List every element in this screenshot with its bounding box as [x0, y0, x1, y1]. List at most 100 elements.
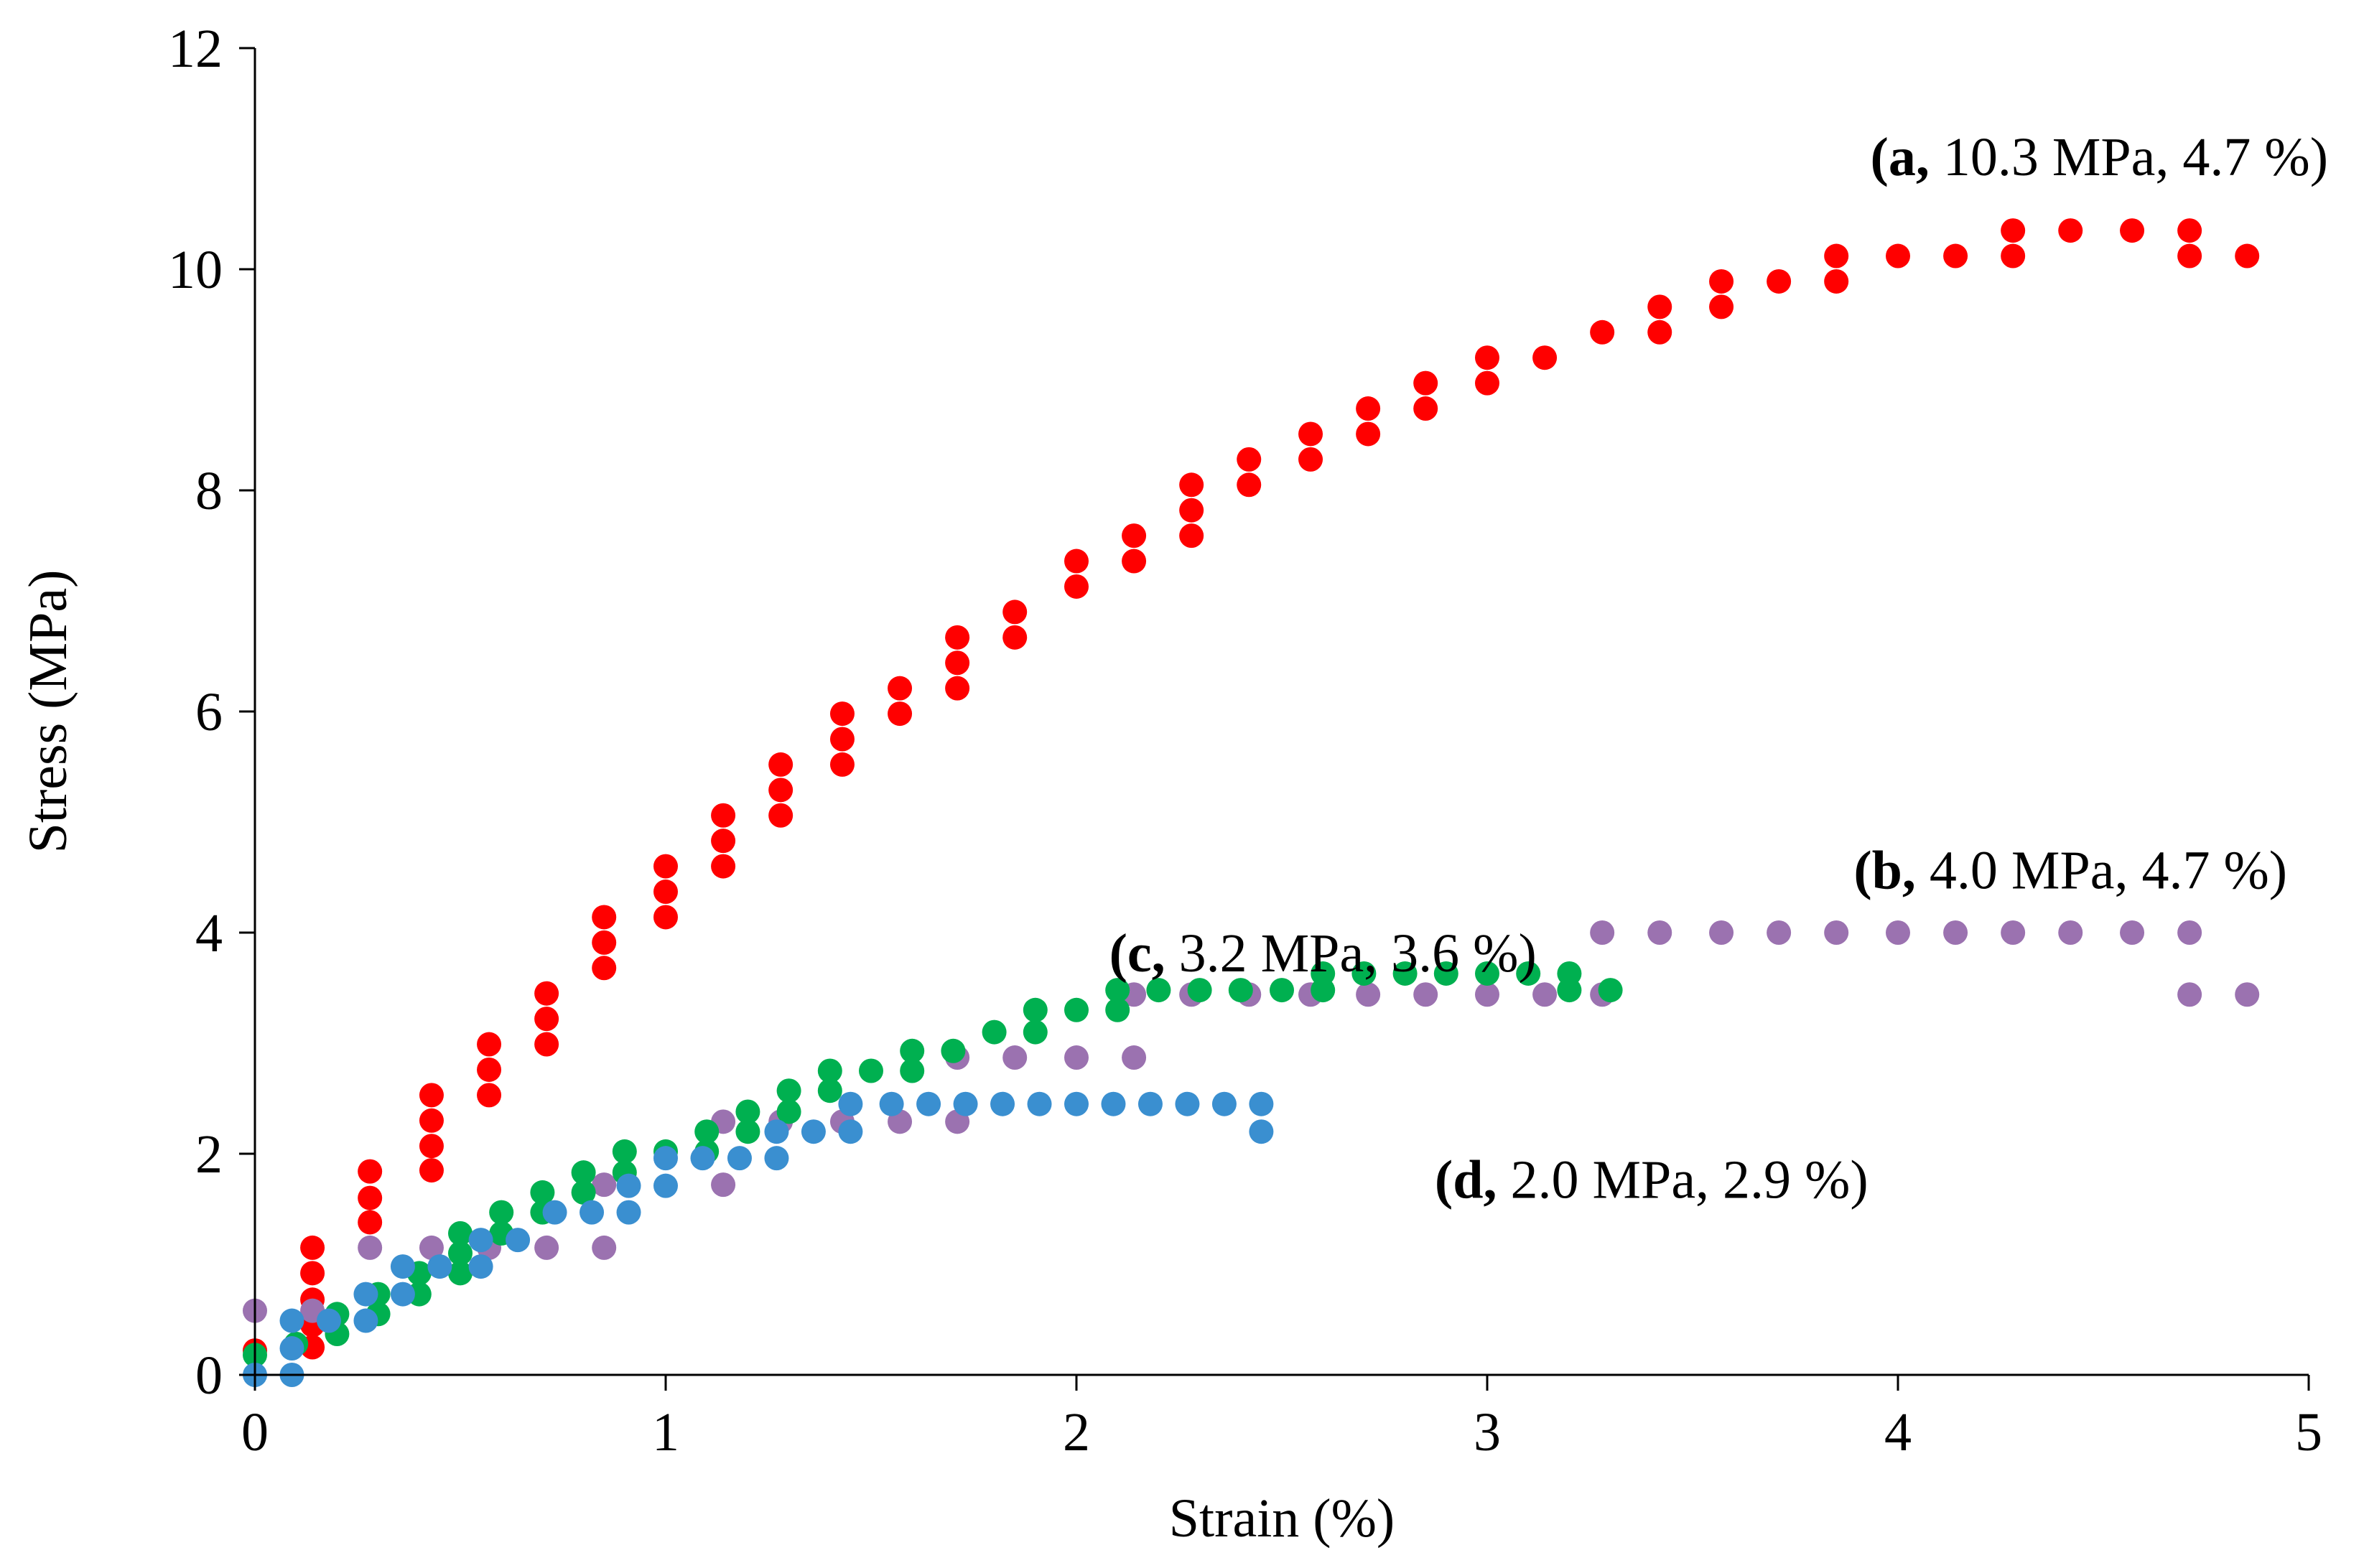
y-axis-title: Stress (MPa) — [18, 570, 78, 854]
data-point-b — [2177, 982, 2202, 1007]
data-point-d — [468, 1228, 493, 1253]
data-point-a — [1709, 269, 1734, 294]
data-point-a — [1002, 625, 1028, 650]
data-point-d — [390, 1282, 415, 1307]
data-point-d — [353, 1308, 378, 1333]
data-point-a — [1179, 523, 1204, 549]
data-point-b — [1002, 1045, 1028, 1070]
data-point-d — [1175, 1091, 1200, 1116]
data-point-a — [1886, 243, 1910, 269]
data-point-d — [390, 1254, 415, 1279]
data-point-a — [419, 1108, 444, 1133]
data-point-d — [542, 1200, 567, 1225]
data-point-a — [653, 854, 678, 879]
x-tick-label: 2 — [1063, 1402, 1090, 1462]
data-point-a — [1413, 370, 1438, 396]
data-point-a — [1647, 294, 1672, 319]
data-point-c — [1023, 1019, 1048, 1045]
series-a — [243, 218, 2260, 1363]
data-point-a — [768, 803, 794, 828]
data-point-a — [1356, 396, 1381, 421]
data-point-b — [592, 1235, 617, 1260]
data-point-c — [817, 1058, 842, 1083]
data-point-d — [1249, 1119, 1274, 1144]
data-point-a — [2001, 243, 2026, 269]
data-point-d — [353, 1282, 378, 1307]
data-point-c — [1270, 978, 1294, 1003]
data-point-a — [653, 905, 678, 930]
data-point-a — [358, 1210, 383, 1235]
data-point-a — [1709, 294, 1734, 319]
data-point-d — [990, 1091, 1015, 1116]
annotation-a: (a, 10.3 MPa, 4.7 %) — [1871, 127, 2329, 187]
data-point-c — [571, 1160, 596, 1185]
data-points — [243, 218, 2260, 1387]
data-point-a — [768, 752, 794, 777]
data-point-b — [1767, 920, 1792, 945]
data-point-c — [612, 1139, 637, 1164]
data-point-b — [534, 1235, 559, 1260]
data-point-a — [592, 905, 617, 930]
y-tick-label: 10 — [168, 240, 223, 300]
data-point-a — [945, 625, 970, 650]
data-point-c — [1228, 978, 1253, 1003]
data-point-c — [1146, 978, 1171, 1003]
data-point-d — [1027, 1091, 1052, 1116]
data-point-b — [1064, 1045, 1089, 1070]
data-point-a — [829, 727, 855, 752]
data-point-d — [580, 1200, 605, 1225]
data-point-a — [592, 956, 617, 981]
data-point-a — [653, 879, 678, 905]
data-point-d — [838, 1091, 863, 1116]
data-point-d — [616, 1200, 641, 1225]
data-point-c — [1598, 978, 1623, 1003]
data-point-c — [900, 1058, 925, 1083]
data-point-a — [477, 1057, 502, 1082]
data-point-c — [448, 1261, 473, 1286]
data-point-b — [2058, 920, 2083, 945]
data-point-d — [764, 1146, 789, 1171]
data-point-c — [817, 1078, 842, 1103]
data-point-c — [489, 1200, 514, 1225]
data-point-a — [1824, 243, 1849, 269]
data-point-c — [1311, 961, 1336, 986]
y-tick-label: 6 — [195, 682, 223, 742]
data-point-a — [592, 930, 617, 955]
data-point-a — [1298, 421, 1323, 447]
data-point-a — [2120, 218, 2145, 243]
data-point-a — [1002, 599, 1028, 625]
x-tick-label: 0 — [241, 1402, 269, 1462]
data-point-c — [1433, 961, 1458, 986]
data-point-a — [534, 1032, 559, 1057]
data-point-c — [448, 1241, 473, 1266]
data-point-b — [1824, 920, 1849, 945]
data-point-c — [694, 1119, 720, 1144]
data-point-a — [300, 1235, 325, 1260]
data-point-d — [1249, 1091, 1274, 1116]
data-point-b — [1709, 920, 1734, 945]
data-point-a — [1475, 370, 1499, 396]
data-point-a — [1179, 472, 1204, 498]
data-point-a — [358, 1185, 383, 1210]
data-point-a — [711, 803, 736, 828]
data-point-b — [2177, 920, 2202, 945]
data-point-b — [2120, 920, 2145, 945]
data-point-d — [653, 1146, 678, 1171]
series-d — [243, 1091, 1274, 1387]
x-tick-label: 4 — [1884, 1402, 1912, 1462]
data-point-a — [1122, 549, 1147, 574]
data-point-a — [2235, 243, 2260, 269]
data-point-a — [358, 1159, 383, 1184]
data-point-c — [1516, 961, 1541, 986]
data-point-d — [727, 1146, 752, 1171]
data-point-b — [1590, 920, 1615, 945]
data-point-d — [506, 1228, 531, 1253]
data-point-a — [1237, 447, 1262, 472]
data-point-b — [1475, 982, 1499, 1007]
data-point-b — [1886, 920, 1910, 945]
data-point-c — [735, 1099, 760, 1124]
data-point-a — [1064, 549, 1089, 574]
data-point-d — [838, 1119, 863, 1144]
data-point-d — [279, 1336, 304, 1361]
data-point-d — [690, 1146, 715, 1171]
